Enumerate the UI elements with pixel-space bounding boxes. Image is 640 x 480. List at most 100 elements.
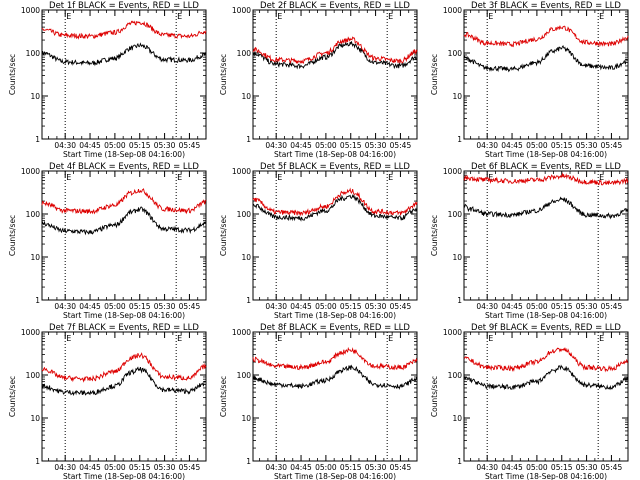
y-tick-label: 1 — [457, 296, 462, 305]
x-axis: 04:30 04:45 05:00 05:15 05:30 05:45 — [259, 332, 418, 472]
events-series-line — [252, 41, 418, 70]
lld-series-line — [41, 352, 207, 383]
x-axis-label: Start Time (18-Sep-08 04:16:00) — [274, 150, 396, 159]
y-tick-label: 10 — [241, 414, 251, 423]
x-axis-label: Start Time (18-Sep-08 04:16:00) — [485, 150, 607, 159]
lld-series-line — [41, 188, 207, 215]
y-tick-label: 100 — [237, 210, 252, 219]
plot-frame — [41, 170, 207, 301]
y-axis-label: Counts/sec — [8, 376, 17, 417]
y-tick-label: 100 — [448, 371, 463, 380]
y-tick-label: 1000 — [232, 167, 251, 176]
x-axis-label: Start Time (18-Sep-08 04:16:00) — [63, 150, 185, 159]
event-marker-label: E — [277, 173, 282, 182]
event-marker-label: E — [599, 12, 604, 21]
y-tick-label: 1000 — [21, 6, 40, 15]
plot-frame — [252, 170, 418, 301]
panel-title: Det 5f BLACK = Events, RED = LLD — [260, 162, 410, 172]
y-tick-label: 1 — [35, 135, 40, 144]
x-axis-label: Start Time (18-Sep-08 04:16:00) — [274, 472, 396, 480]
y-axis-label: Counts/sec — [219, 215, 228, 256]
y-axis-label: Counts/sec — [8, 215, 17, 256]
events-series-line — [463, 44, 629, 73]
panel-title: Det 3f BLACK = Events, RED = LLD — [471, 1, 621, 11]
y-axis-label: Counts/sec — [219, 54, 228, 95]
y-tick-label: 100 — [26, 210, 41, 219]
plot-frame — [463, 9, 629, 140]
panel-2: Det 2f BLACK = Events, RED = LLD 1 10 100 10… — [219, 1, 418, 159]
x-tick-label: 05:15 — [551, 302, 573, 311]
panel-4: Det 4f BLACK = Events, RED = LLD 1 10 100 10… — [8, 162, 207, 320]
event-marker-label: E — [488, 173, 493, 182]
x-tick-label: 05:30 — [154, 141, 176, 150]
x-tick-label: 04:30 — [54, 463, 76, 472]
x-tick-label: 05:45 — [390, 302, 412, 311]
x-tick-label: 05:30 — [365, 302, 387, 311]
x-tick-label: 05:30 — [576, 302, 598, 311]
event-marker-label: E — [388, 12, 393, 21]
x-tick-label: 05:30 — [154, 463, 176, 472]
event-marker-label: E — [66, 173, 71, 182]
y-axis: 1 10 100 1000 — [443, 328, 628, 466]
y-tick-label: 1 — [246, 296, 251, 305]
panel-title: Det 9f BLACK = Events, RED = LLD — [471, 323, 621, 333]
y-tick-label: 100 — [26, 49, 41, 58]
lld-series-line — [463, 172, 629, 186]
x-tick-label: 05:15 — [551, 463, 573, 472]
plot-frame — [41, 9, 207, 140]
x-tick-label: 04:45 — [290, 302, 312, 311]
y-tick-label: 10 — [30, 92, 40, 101]
events-series-line — [252, 364, 418, 390]
y-axis: 1 10 100 1000 — [232, 167, 417, 305]
panel-title: Det 2f BLACK = Events, RED = LLD — [260, 1, 410, 11]
x-tick-label: 05:15 — [340, 302, 362, 311]
event-marker-label: E — [177, 173, 182, 182]
x-tick-label: 05:45 — [179, 463, 201, 472]
x-axis: 04:30 04:45 05:00 05:15 05:30 05:45 — [48, 171, 207, 311]
x-tick-label: 05:45 — [179, 141, 201, 150]
lld-series-line — [252, 187, 418, 217]
x-axis: 04:30 04:45 05:00 05:15 05:30 05:45 — [470, 171, 629, 311]
y-axis-label: Counts/sec — [430, 54, 439, 95]
x-tick-label: 04:30 — [265, 302, 287, 311]
x-tick-label: 05:15 — [340, 463, 362, 472]
x-axis: 04:30 04:45 05:00 05:15 05:30 05:45 — [470, 332, 629, 472]
y-tick-label: 10 — [452, 253, 462, 262]
lld-series-line — [252, 36, 418, 65]
event-marker-label: E — [277, 334, 282, 343]
x-tick-label: 05:45 — [179, 302, 201, 311]
x-tick-label: 04:30 — [476, 302, 498, 311]
x-tick-label: 05:15 — [340, 141, 362, 150]
x-tick-label: 05:45 — [601, 141, 623, 150]
x-axis: 04:30 04:45 05:00 05:15 05:30 05:45 — [259, 171, 418, 311]
plot-frame — [463, 170, 629, 301]
x-tick-label: 05:00 — [104, 141, 126, 150]
y-tick-label: 1 — [246, 135, 251, 144]
event-marker-label: E — [488, 334, 493, 343]
y-tick-label: 10 — [241, 253, 251, 262]
y-tick-label: 1 — [35, 296, 40, 305]
x-tick-label: 04:45 — [501, 463, 523, 472]
panel-title: Det 4f BLACK = Events, RED = LLD — [49, 162, 199, 172]
x-tick-label: 05:15 — [551, 141, 573, 150]
plot-frame — [463, 331, 629, 462]
x-tick-label: 04:30 — [54, 141, 76, 150]
y-axis: 1 10 100 1000 — [443, 167, 628, 305]
x-tick-label: 04:30 — [476, 141, 498, 150]
y-axis-label: Counts/sec — [430, 376, 439, 417]
panel-7: Det 7f BLACK = Events, RED = LLD 1 10 100 10… — [8, 323, 207, 480]
panel-8: Det 8f BLACK = Events, RED = LLD 1 10 100 10… — [219, 323, 418, 480]
event-marker-label: E — [277, 12, 282, 21]
x-tick-label: 05:15 — [129, 463, 151, 472]
lld-series-line — [252, 346, 418, 371]
x-tick-label: 05:00 — [315, 141, 337, 150]
y-tick-label: 1000 — [443, 167, 462, 176]
y-tick-label: 1000 — [443, 328, 462, 337]
panel-9: Det 9f BLACK = Events, RED = LLD 1 10 100 10… — [430, 323, 629, 480]
event-marker-label: E — [388, 334, 393, 343]
lld-series-line — [463, 347, 629, 373]
x-tick-label: 05:15 — [129, 302, 151, 311]
x-tick-label: 04:30 — [265, 141, 287, 150]
x-axis-label: Start Time (18-Sep-08 04:16:00) — [485, 472, 607, 480]
x-tick-label: 04:45 — [290, 141, 312, 150]
